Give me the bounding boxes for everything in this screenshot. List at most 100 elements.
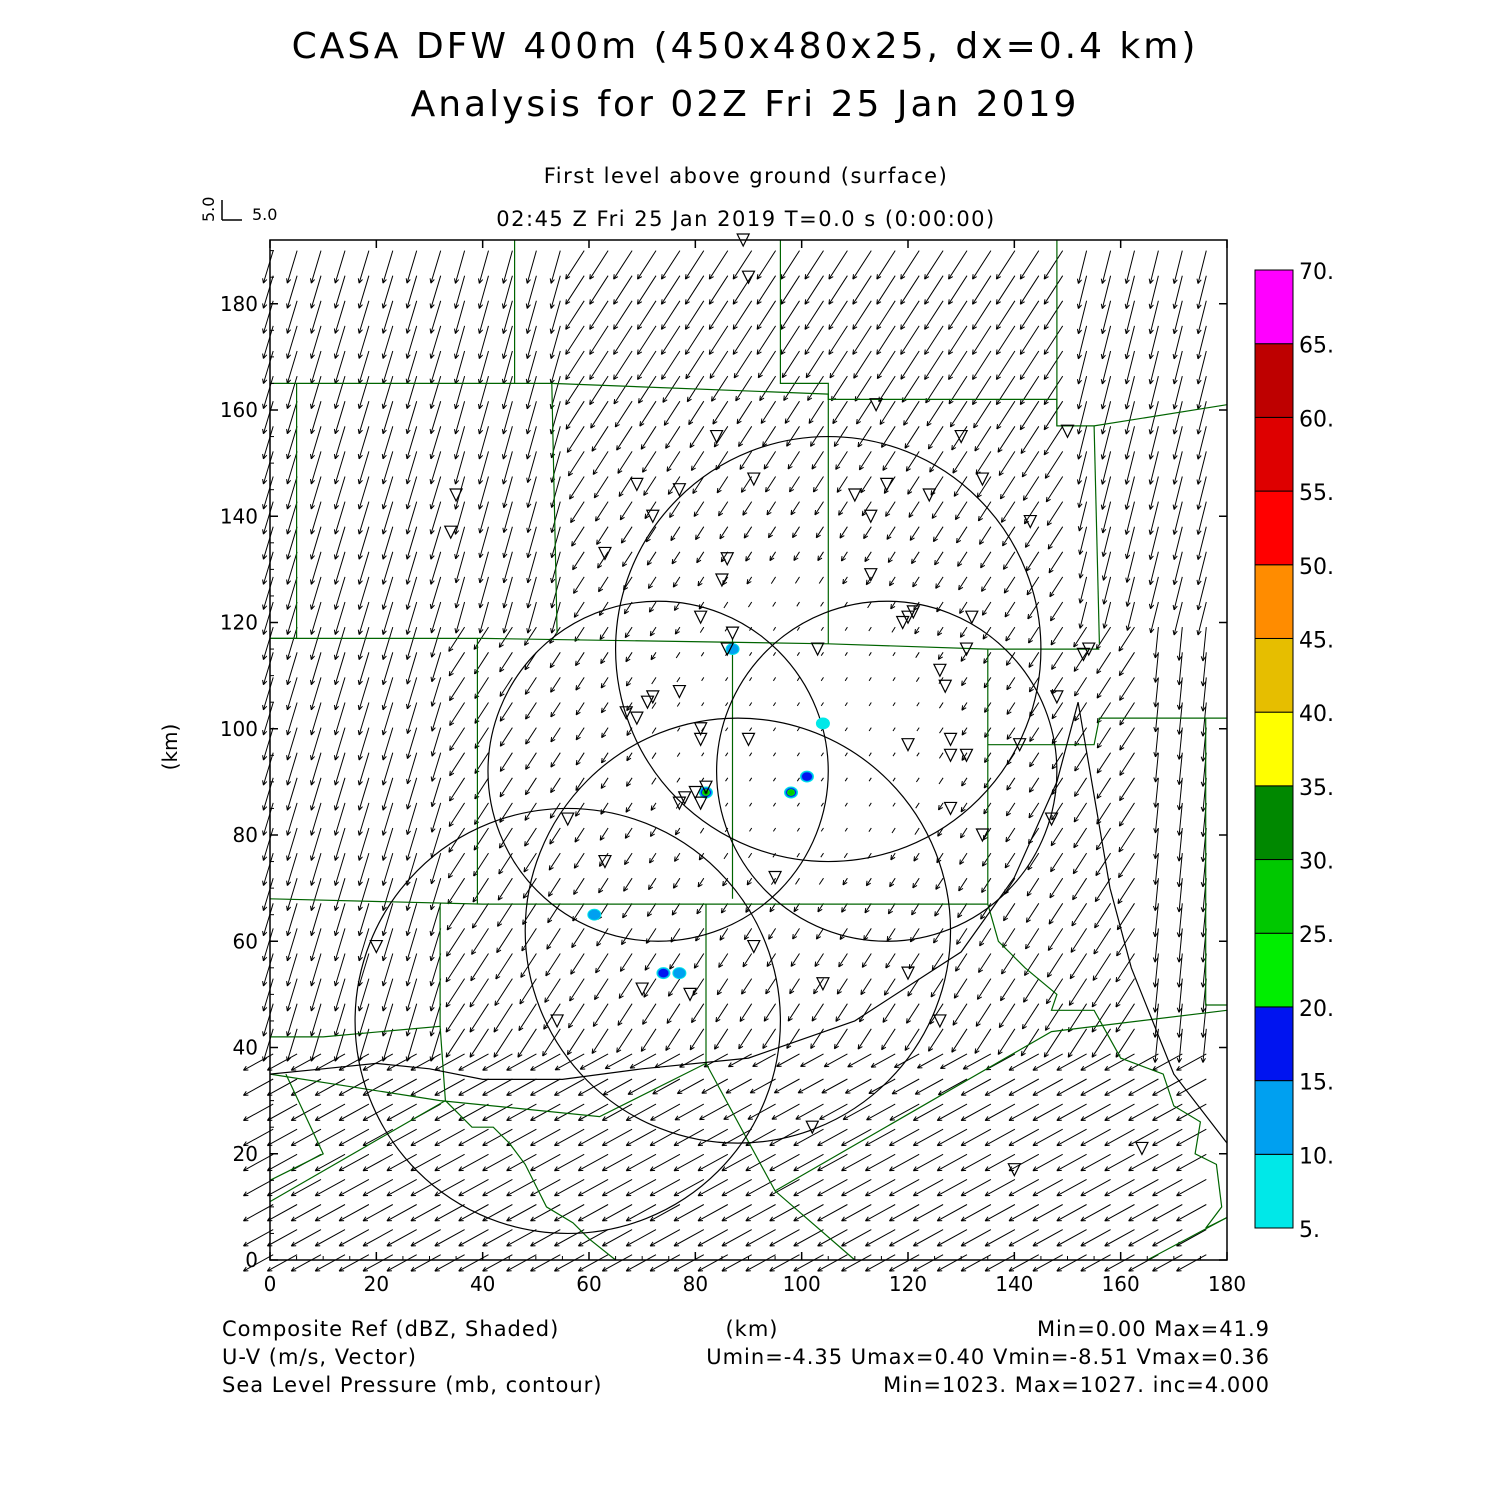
county-boundary <box>270 382 1228 427</box>
y-axis-label: (km) <box>158 724 182 771</box>
station-marker <box>959 748 974 763</box>
station-marker <box>746 939 761 954</box>
station-marker <box>672 483 687 498</box>
station-marker <box>619 706 634 721</box>
station-marker <box>560 812 575 827</box>
station-marker <box>906 605 921 620</box>
x-tick-label: 40 <box>470 1272 495 1296</box>
county-boundary <box>1147 1216 1228 1261</box>
county-boundary <box>270 904 441 1038</box>
range-ring <box>487 600 829 942</box>
station-marker <box>863 509 878 524</box>
station-marker <box>869 398 884 413</box>
station-marker <box>629 711 644 726</box>
county-boundary <box>269 1062 856 1261</box>
colorbar-label: 45. <box>1299 628 1334 653</box>
y-tick-label: 0 <box>245 1248 258 1272</box>
reflectivity-cell <box>658 968 669 978</box>
station-marker <box>959 642 974 657</box>
reflectivity-cell <box>815 717 830 730</box>
reflectivity-cell <box>801 772 812 781</box>
station-marker <box>954 429 969 444</box>
station-marker <box>932 663 947 678</box>
level-label: First level above ground (surface) <box>544 164 949 188</box>
station-marker <box>725 626 740 641</box>
county-boundary <box>270 637 1100 650</box>
county-boundary <box>774 1009 1228 1192</box>
station-marker <box>1012 738 1027 753</box>
county-boundary <box>269 898 988 905</box>
colorbar-segment <box>1254 785 1294 861</box>
y-tick-label: 160 <box>220 398 258 422</box>
station-marker <box>1060 424 1075 439</box>
station-marker <box>693 796 708 811</box>
reflectivity-cell <box>588 909 601 920</box>
station-marker <box>1049 690 1064 705</box>
county-boundary <box>269 1100 446 1203</box>
range-ring <box>524 717 952 1144</box>
vector-key-u-label: 5.0 <box>252 205 277 224</box>
county-boundary <box>987 903 1228 1229</box>
county-boundary <box>439 1026 616 1261</box>
y-tick-label: 180 <box>220 292 258 316</box>
station-marker <box>720 552 735 567</box>
station-marker <box>895 615 910 630</box>
station-marker <box>369 939 384 954</box>
plot-area <box>242 233 1228 1272</box>
station-marker <box>741 732 756 747</box>
range-ring <box>715 600 1058 942</box>
station-marker <box>629 477 644 492</box>
station-marker <box>1081 642 1096 657</box>
vector-key-v-label: 5.0 <box>199 197 218 222</box>
colorbar-label: 55. <box>1299 481 1334 506</box>
range-ring <box>614 435 1042 863</box>
colorbar-segment <box>1254 637 1294 713</box>
colorbar-segment <box>1254 269 1294 345</box>
vector-key: 5.0 5.0 <box>199 197 277 224</box>
station-marker <box>677 791 692 806</box>
station-marker <box>443 525 458 540</box>
station-marker <box>688 785 703 800</box>
footer-contour-range: Min=1023. Max=1027. inc=4.000 <box>883 1373 1270 1397</box>
station-marker <box>922 488 937 503</box>
wind-vectors-path <box>242 250 1207 1272</box>
colorbar-label: 15. <box>1299 1071 1334 1096</box>
colorbar-segment <box>1254 564 1294 639</box>
county-boundary <box>987 717 1227 746</box>
station-marker <box>943 801 958 816</box>
station-markers <box>369 233 1149 1178</box>
colorbar-label: 30. <box>1299 850 1334 875</box>
county-boundary <box>1205 718 1227 1006</box>
colorbar-segment <box>1254 932 1294 1008</box>
station-marker <box>943 732 958 747</box>
colorbar-label: 60. <box>1299 407 1334 432</box>
x-tick-labels: 0 20 40 60 80 100 120 140 160 180 <box>264 1272 1246 1296</box>
colorbar-segment <box>1254 859 1294 934</box>
station-marker <box>645 509 660 524</box>
time-label: 02:45 Z Fri 25 Jan 2019 T=0.0 s (0:00:00… <box>496 207 995 231</box>
radar-range-rings <box>269 435 1228 1235</box>
colorbar-label: 20. <box>1299 997 1334 1022</box>
colorbar-segment <box>1254 1153 1294 1229</box>
station-marker <box>645 690 660 705</box>
x-tick-label: 0 <box>264 1272 277 1296</box>
station-marker <box>597 854 612 869</box>
station-marker <box>1023 514 1038 529</box>
footer-vector-label: U-V (m/s, Vector) <box>222 1345 417 1369</box>
reflectivity-cell <box>788 789 795 796</box>
y-tick-label: 80 <box>233 823 258 847</box>
station-marker <box>683 987 697 1002</box>
footer-shaded-label: Composite Ref (dBZ, Shaded) <box>222 1317 559 1341</box>
station-marker <box>964 610 979 625</box>
station-marker <box>938 679 953 694</box>
y-tick-label: 140 <box>220 504 258 528</box>
main-title-line1: CASA DFW 400m (450x480x25, dx=0.4 km) <box>292 26 1199 67</box>
range-ring <box>354 807 781 1235</box>
county-boundaries <box>269 240 1228 1261</box>
station-marker <box>1044 812 1059 827</box>
x-tick-label: 20 <box>364 1272 389 1296</box>
colorbar-label: 50. <box>1299 555 1334 580</box>
station-marker <box>709 429 724 444</box>
colorbar-label: 70. <box>1299 260 1334 285</box>
